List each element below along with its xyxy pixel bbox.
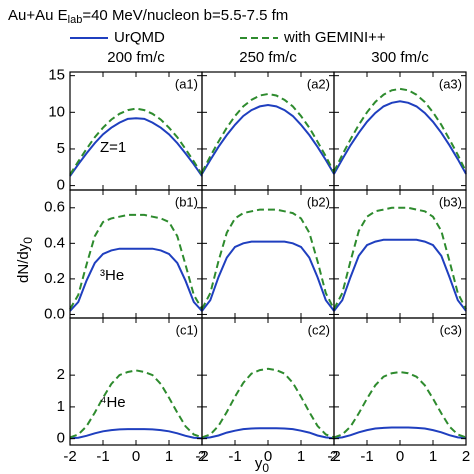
panel-annotation: Z=1 (100, 139, 126, 156)
y-tick-label: 0.0 (44, 305, 65, 322)
x-tick-label: 1 (429, 448, 437, 465)
series-line (69, 428, 203, 440)
x-tick-label: 0 (264, 448, 272, 465)
x-tick-label: 1 (297, 448, 305, 465)
x-label-subscript: 0 (262, 461, 269, 474)
y-tick-label: 2 (57, 366, 65, 383)
panel-label: (c3) (440, 322, 462, 337)
series-line (201, 208, 335, 310)
x-tick-label: -1 (228, 448, 241, 465)
y-tick-label: 10 (48, 103, 65, 120)
x-label-main: y (255, 455, 263, 472)
x-tick-label: 1 (165, 448, 173, 465)
y-axis-label: dN/dy0 (15, 237, 35, 283)
title-part: =40 MeV/nucleon b=5.5-7.5 fm (82, 7, 288, 24)
x-axis-label: y0 (255, 455, 270, 474)
y-tick-label: 0.2 (44, 270, 65, 287)
y-tick-label: 0.6 (44, 199, 65, 216)
y-tick-label: 0.4 (44, 234, 65, 251)
panel-label: (b1) (175, 194, 198, 209)
series-line (333, 100, 467, 175)
series-line (333, 87, 467, 173)
x-tick-label: 2 (198, 448, 206, 465)
column-heading: 200 fm/c (107, 49, 165, 66)
x-tick-label: -2 (195, 448, 208, 465)
y-tick-label: 15 (48, 67, 65, 84)
panel-annotation: ³He (100, 267, 124, 284)
series-line (69, 369, 203, 439)
x-tick-label: 0 (396, 448, 404, 465)
panel-label: (b3) (439, 194, 462, 209)
x-tick-label: -1 (360, 448, 373, 465)
x-tick-label: 0 (132, 448, 140, 465)
panel-label: (c2) (308, 322, 330, 337)
x-tick-label: 2 (462, 448, 470, 465)
y-tick-label: 0 (57, 177, 65, 194)
column-heading: 300 fm/c (371, 49, 429, 66)
series-line (69, 247, 203, 312)
title-subscript: lab (68, 14, 83, 26)
panel-label: (c1) (176, 322, 198, 337)
series-line (201, 427, 335, 440)
panel-label: (a1) (175, 76, 198, 91)
legend-label: UrQMD (114, 29, 165, 46)
x-tick-label: -2 (327, 448, 340, 465)
column-heading: 250 fm/c (239, 49, 297, 66)
x-tick-label: -1 (96, 448, 109, 465)
panel-label: (a3) (439, 76, 462, 91)
y-label-subscript: 0 (21, 237, 35, 244)
series-line (333, 206, 467, 310)
x-tick-label: 2 (330, 448, 338, 465)
series-line (201, 103, 335, 175)
x-tick-label: -2 (63, 448, 76, 465)
series-line (201, 367, 335, 439)
panel-label: (b2) (307, 194, 330, 209)
series-line (69, 213, 203, 310)
y-tick-label: 0 (57, 430, 65, 447)
figure-title: Au+Au Elab=40 MeV/nucleon b=5.5-7.5 fm (8, 7, 288, 26)
series-line (69, 117, 203, 177)
series-line (201, 92, 335, 173)
series-line (333, 426, 467, 440)
y-tick-label: 5 (57, 140, 65, 157)
panel-label: (a2) (307, 76, 330, 91)
y-label-main: dN/dy (15, 243, 32, 283)
title-part: Au+Au E (8, 7, 68, 24)
series-line (201, 240, 335, 312)
series-line (333, 238, 467, 312)
legend-label: with GEMINI++ (283, 29, 386, 46)
panel-annotation: ⁴He (100, 394, 126, 411)
y-tick-label: 1 (57, 398, 65, 415)
